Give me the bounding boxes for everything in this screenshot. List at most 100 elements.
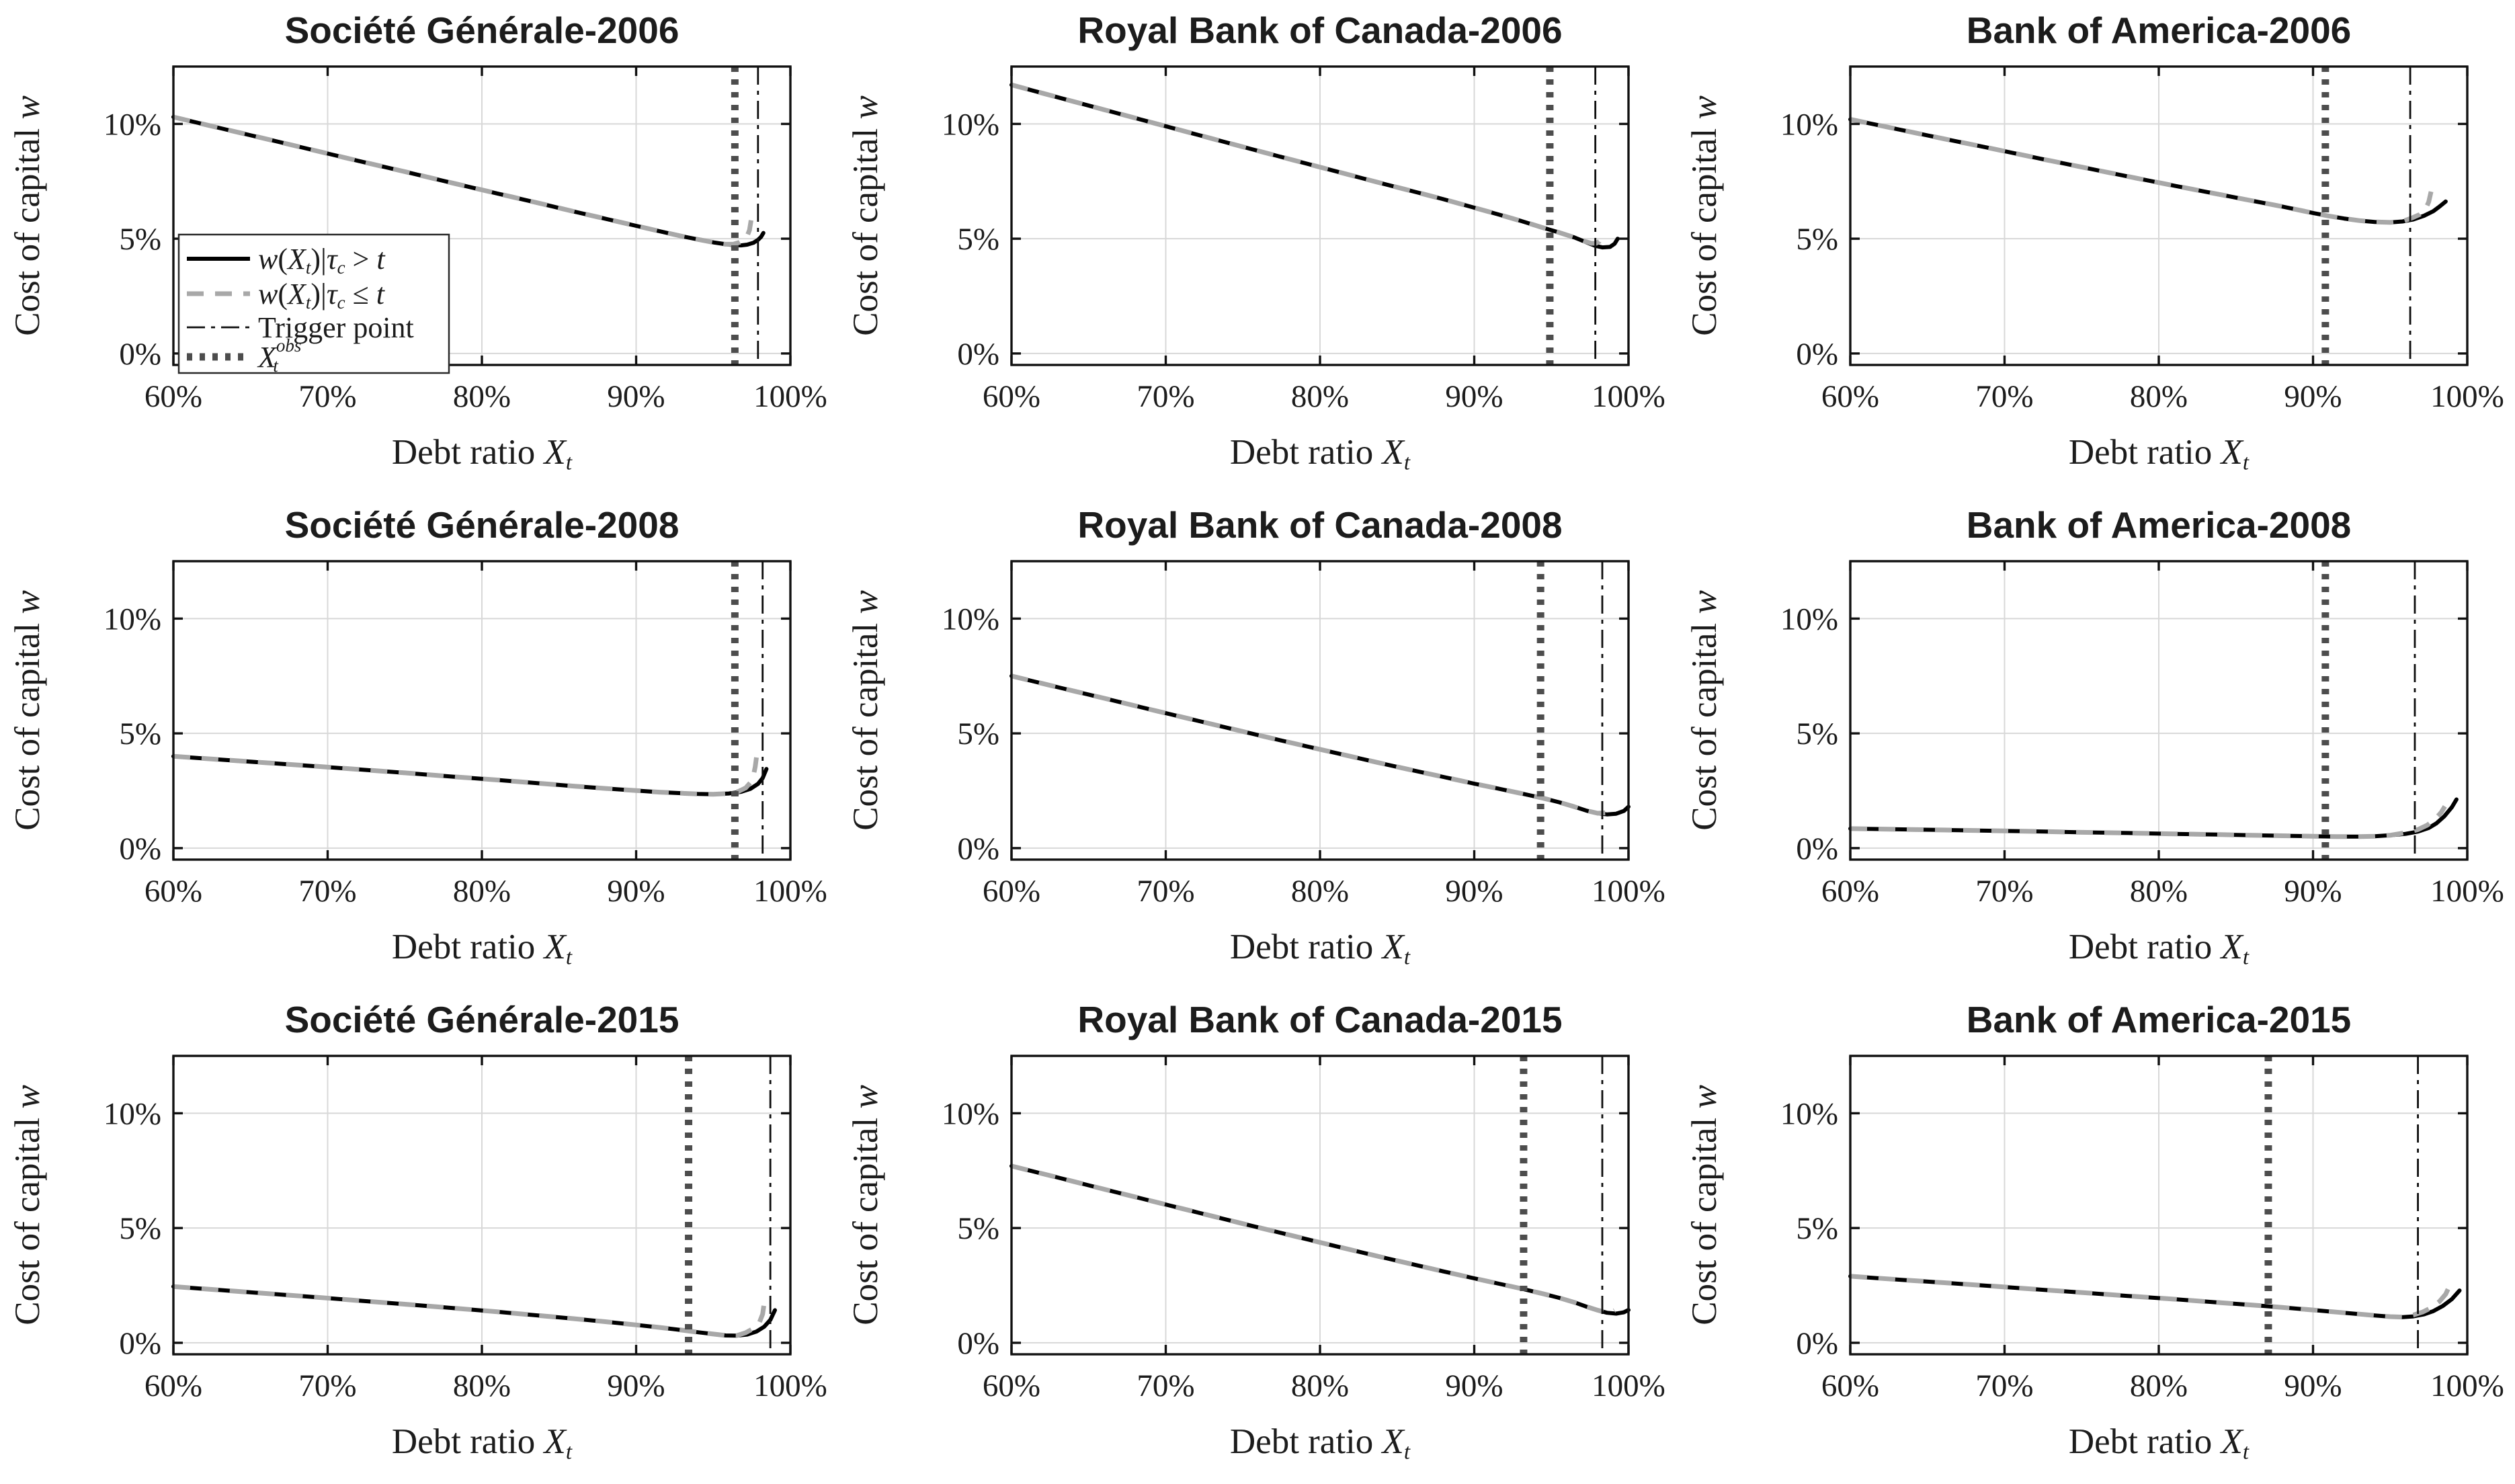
chart-svg-2015-Bank of America: 60% 70% 80% 90% 100% 0% 5% 10% Bank of America-2… (1685, 999, 2504, 1464)
y-tick-label: 5% (1796, 222, 1838, 257)
y-axis-label: Cost of capital w (8, 95, 47, 336)
subplot-title: Bank of America-2008 (1966, 504, 2351, 546)
y-tick-label: 0% (1796, 337, 1838, 372)
y-axis-label: Cost of capital w (1685, 1085, 1724, 1325)
subplot-title: Bank of America-2006 (1966, 9, 2351, 51)
legend-label-dashdot: Trigger point (258, 311, 414, 344)
x-tick-label: 100% (1592, 874, 1666, 909)
y-tick-label: 0% (958, 337, 1000, 372)
chart-svg-2006-Bank of America: 60% 70% 80% 90% 100% 0% 5% 10% Bank of America-2… (1685, 9, 2504, 475)
y-tick-label: 10% (1780, 107, 1838, 142)
x-tick-label: 100% (2430, 874, 2504, 909)
x-tick-label: 90% (1446, 379, 1503, 414)
y-tick-label: 5% (958, 716, 1000, 751)
x-axis-label: Debt ratio Xt (392, 928, 573, 970)
x-tick-label: 100% (1592, 379, 1666, 414)
x-axis-label: Debt ratio Xt (392, 433, 573, 475)
curve-w-after-conversion (173, 753, 759, 797)
y-tick-label: 5% (1796, 1211, 1838, 1246)
y-axis-label: Cost of capital w (1685, 95, 1724, 336)
y-tick-label: 5% (958, 222, 1000, 257)
y-axis-label: Cost of capital w (1685, 590, 1724, 831)
x-tick-label: 70% (298, 874, 356, 909)
curve-w-after-conversion (1850, 1274, 2452, 1320)
y-tick-label: 0% (958, 1326, 1000, 1361)
subplot-title: Royal Bank of Canada-2006 (1078, 9, 1563, 51)
subplot-societe-generale-2008: 60% 70% 80% 90% 100% 0% 5% 10% Société Générale-… (0, 495, 838, 989)
curve-w-after-conversion (173, 114, 753, 247)
curve-w-after-conversion (1849, 117, 2434, 225)
y-axis-label: Cost of capital w (846, 590, 885, 831)
y-tick-label: 10% (104, 1096, 161, 1131)
y-tick-label: 10% (942, 602, 999, 636)
chart-svg-2008-Société Générale: 60% 70% 80% 90% 100% 0% 5% 10% Société Générale-… (8, 504, 827, 970)
x-tick-label: 70% (1975, 379, 2033, 414)
legend-label-dotted: Xobs t (257, 335, 301, 376)
x-tick-label: 60% (983, 1368, 1040, 1403)
x-axis-label: Debt ratio Xt (2069, 928, 2250, 970)
subplot-title: Royal Bank of Canada-2008 (1078, 504, 1563, 546)
x-tick-label: 100% (753, 874, 827, 909)
x-tick-label: 100% (753, 1368, 827, 1403)
x-tick-label: 60% (145, 874, 202, 909)
x-tick-label: 70% (1137, 379, 1195, 414)
x-tick-label: 90% (607, 874, 665, 909)
y-tick-label: 10% (1780, 602, 1838, 636)
x-tick-label: 60% (145, 1368, 202, 1403)
y-tick-label: 10% (104, 107, 161, 142)
y-tick-label: 5% (1796, 716, 1838, 751)
subplot-title: Société Générale-2008 (285, 504, 679, 546)
x-tick-label: 90% (607, 379, 665, 414)
x-tick-label: 80% (1291, 874, 1349, 909)
subplot-title: Société Générale-2015 (285, 999, 679, 1040)
subplot-title: Société Générale-2006 (285, 9, 679, 51)
x-tick-label: 80% (453, 874, 511, 909)
y-tick-label: 0% (958, 831, 1000, 866)
x-tick-label: 100% (2430, 1368, 2504, 1403)
y-tick-label: 5% (119, 1211, 161, 1246)
subplot-bank-of-america-2008: 60% 70% 80% 90% 100% 0% 5% 10% Bank of America-2… (1677, 495, 2515, 989)
x-tick-label: 90% (607, 1368, 665, 1403)
x-tick-label: 90% (1446, 1368, 1503, 1403)
subplot-societe-generale-2015: 60% 70% 80% 90% 100% 0% 5% 10% Société Générale-… (0, 989, 838, 1484)
subplot-royal-bank-of-canada-2006: 60% 70% 80% 90% 100% 0% 5% 10% Royal Bank of Can… (838, 0, 1676, 495)
x-tick-label: 70% (1137, 1368, 1195, 1403)
chart-svg-2006-Royal Bank of Canada: 60% 70% 80% 90% 100% 0% 5% 10% Royal Bank of Can… (846, 9, 1666, 475)
x-tick-label: 60% (983, 379, 1040, 414)
y-tick-label: 10% (104, 602, 161, 636)
y-tick-label: 0% (1796, 831, 1838, 866)
y-axis-label: Cost of capital w (846, 95, 885, 336)
y-tick-label: 0% (119, 337, 161, 372)
subplot-societe-generale-2006: 60% 70% 80% 90% 100% 0% 5% 10% Société Générale-… (0, 0, 838, 495)
y-axis-label: Cost of capital w (8, 1085, 47, 1325)
x-axis-label: Debt ratio Xt (1230, 928, 1411, 970)
chart-svg-2008-Royal Bank of Canada: 60% 70% 80% 90% 100% 0% 5% 10% Royal Bank of Can… (846, 504, 1666, 970)
x-tick-label: 80% (453, 1368, 511, 1403)
subplot-royal-bank-of-canada-2015: 60% 70% 80% 90% 100% 0% 5% 10% Royal Bank of Can… (838, 989, 1676, 1484)
curve-w-after-conversion (1011, 673, 1615, 816)
curve-w-after-conversion (1850, 805, 2447, 839)
x-tick-label: 60% (1821, 1368, 1879, 1403)
y-axis-label: Cost of capital w (8, 590, 47, 831)
x-tick-label: 70% (1975, 1368, 2033, 1403)
chart-svg-2015-Société Générale: 60% 70% 80% 90% 100% 0% 5% 10% Société Générale-… (8, 999, 827, 1464)
y-tick-label: 0% (1796, 1326, 1838, 1361)
x-tick-label: 80% (1291, 1368, 1349, 1403)
subplot-bank-of-america-2015: 60% 70% 80% 90% 100% 0% 5% 10% Bank of America-2… (1677, 989, 2515, 1484)
y-tick-label: 0% (119, 831, 161, 866)
x-tick-label: 70% (1975, 874, 2033, 909)
x-tick-label: 100% (1592, 1368, 1666, 1403)
subplot-title: Royal Bank of Canada-2015 (1078, 999, 1563, 1040)
x-tick-label: 100% (2430, 379, 2504, 414)
x-tick-label: 90% (2284, 1368, 2342, 1403)
y-tick-label: 5% (119, 222, 161, 257)
x-tick-label: 60% (1821, 874, 1879, 909)
y-tick-label: 10% (942, 1096, 999, 1131)
x-tick-label: 90% (1446, 874, 1503, 909)
y-axis-label: Cost of capital w (846, 1085, 885, 1325)
subplot-royal-bank-of-canada-2008: 60% 70% 80% 90% 100% 0% 5% 10% Royal Bank of Can… (838, 495, 1676, 989)
subplot-title: Bank of America-2015 (1966, 999, 2351, 1040)
chart-svg-2008-Bank of America: 60% 70% 80% 90% 100% 0% 5% 10% Bank of America-2… (1685, 504, 2504, 970)
x-tick-label: 70% (298, 379, 356, 414)
